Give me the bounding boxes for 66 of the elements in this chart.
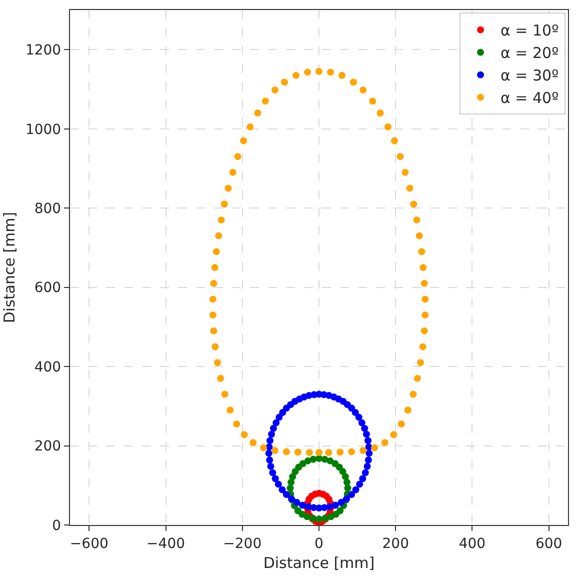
point [267, 462, 274, 470]
point [358, 419, 366, 426]
legend-label: α = 10º [500, 22, 559, 40]
y-tick-label: 1200 [25, 42, 62, 59]
y-axis-title: Distance [mm] [0, 212, 19, 324]
point [278, 486, 286, 494]
point [339, 468, 346, 476]
point [348, 404, 356, 412]
point [352, 408, 359, 416]
x-tick-label: −200 [223, 536, 262, 552]
point [310, 391, 318, 398]
point [362, 469, 369, 476]
point [286, 484, 294, 492]
point [299, 502, 306, 509]
y-tick-label: 800 [34, 200, 62, 217]
point [265, 450, 272, 457]
x-tick-label: −600 [70, 536, 108, 552]
x-tick-label: 200 [382, 536, 409, 552]
x-axis-title: Distance [mm] [263, 554, 375, 572]
y-tick-label: 600 [34, 280, 62, 296]
point [266, 437, 274, 444]
x-tick-label: 600 [535, 536, 562, 552]
point [364, 456, 372, 464]
point [272, 419, 280, 426]
point [342, 473, 349, 480]
point [359, 475, 366, 482]
y-tick-label: 1000 [25, 122, 62, 138]
point [268, 430, 275, 438]
point [343, 478, 350, 486]
point [327, 513, 334, 520]
legend-label: α = 40º [500, 89, 559, 108]
point [279, 408, 286, 416]
point [289, 473, 296, 480]
point [266, 456, 274, 464]
point [276, 414, 283, 421]
point [288, 478, 295, 486]
legend-label: α = 30º [500, 66, 559, 85]
x-tick-label: −400 [146, 536, 185, 552]
point [366, 450, 373, 457]
x-tick-label: 400 [458, 536, 486, 552]
y-tick-label: 0 [52, 518, 62, 534]
point [364, 437, 372, 444]
y-tick-label: 200 [34, 438, 62, 455]
point [310, 456, 317, 463]
y-tick-label: 400 [34, 359, 62, 376]
point [274, 480, 282, 488]
point [356, 480, 364, 488]
point [344, 484, 352, 492]
point [269, 469, 276, 476]
x-tick-label: 0 [314, 536, 324, 552]
point [348, 491, 356, 498]
point [364, 462, 371, 470]
point [332, 502, 339, 509]
point [355, 414, 362, 421]
point [282, 491, 290, 498]
point [272, 475, 279, 482]
point [363, 430, 370, 438]
point [294, 507, 302, 514]
point [361, 424, 368, 432]
point [293, 498, 300, 506]
point [338, 498, 345, 506]
legend-label: α = 20º [500, 44, 559, 62]
point [352, 486, 360, 494]
point [316, 516, 322, 523]
point [312, 490, 319, 498]
point [270, 424, 277, 432]
